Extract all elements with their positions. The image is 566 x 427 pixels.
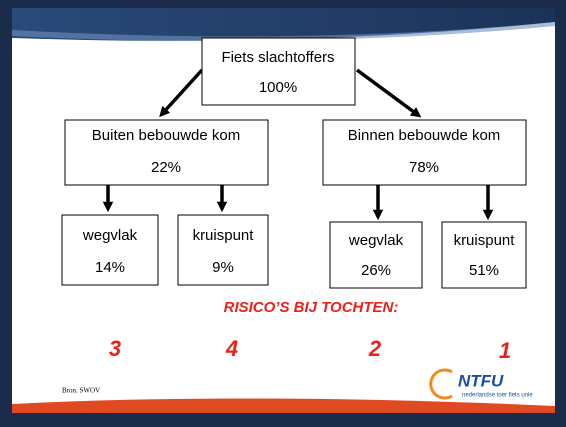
node-value: 51% (469, 262, 499, 279)
node-label: wegvlak (82, 227, 138, 244)
node: wegvlak 14% (61, 214, 159, 286)
logo-swoosh (429, 368, 453, 400)
node-box (201, 37, 356, 106)
node-label: Fiets slachtoffers (221, 49, 334, 66)
node-value: 9% (212, 259, 234, 276)
source: Bron. SWOV (62, 387, 100, 395)
node-label: Binnen bebouwde kom (348, 127, 501, 144)
node-box (177, 214, 269, 286)
logo-tagline: nederlandse toer fiets unie (462, 393, 533, 399)
node-box (441, 221, 527, 289)
node-label: kruispunt (454, 232, 516, 249)
arrow (355, 68, 422, 118)
node-value: 26% (361, 262, 391, 279)
node-value: 78% (409, 159, 439, 176)
footer-band (12, 398, 555, 413)
risk-rank: 2 (368, 336, 382, 361)
node-box (64, 119, 269, 186)
node-label: Buiten bebouwde kom (92, 127, 240, 144)
header-curve (12, 22, 555, 42)
node: kruispunt 51% (441, 221, 527, 289)
arrow (159, 68, 204, 118)
node-box (61, 214, 159, 286)
node: Fiets slachtoffers 100% (201, 37, 356, 106)
node-value: 100% (259, 79, 297, 96)
risk-rank: 4 (225, 336, 238, 361)
risk-rank: 1 (499, 338, 511, 363)
risk-title: RISICO’S BIJ TOCHTEN: (224, 299, 399, 316)
logo: NTFU nederlandse toer fiets unie (429, 368, 533, 400)
logo-name: NTFU (458, 371, 504, 390)
node: Buiten bebouwde kom 22% (64, 119, 269, 186)
node-box (322, 119, 527, 186)
node-box (329, 221, 423, 289)
node-label: kruispunt (193, 227, 255, 244)
risk-rank: 3 (109, 336, 121, 361)
arrows (102, 68, 494, 221)
node: wegvlak 26% (329, 221, 423, 289)
node-label: wegvlak (348, 232, 404, 249)
node: Binnen bebouwde kom 78% (322, 119, 527, 186)
node: kruispunt 9% (177, 214, 269, 286)
node-value: 14% (95, 259, 125, 276)
node-value: 22% (151, 159, 181, 176)
